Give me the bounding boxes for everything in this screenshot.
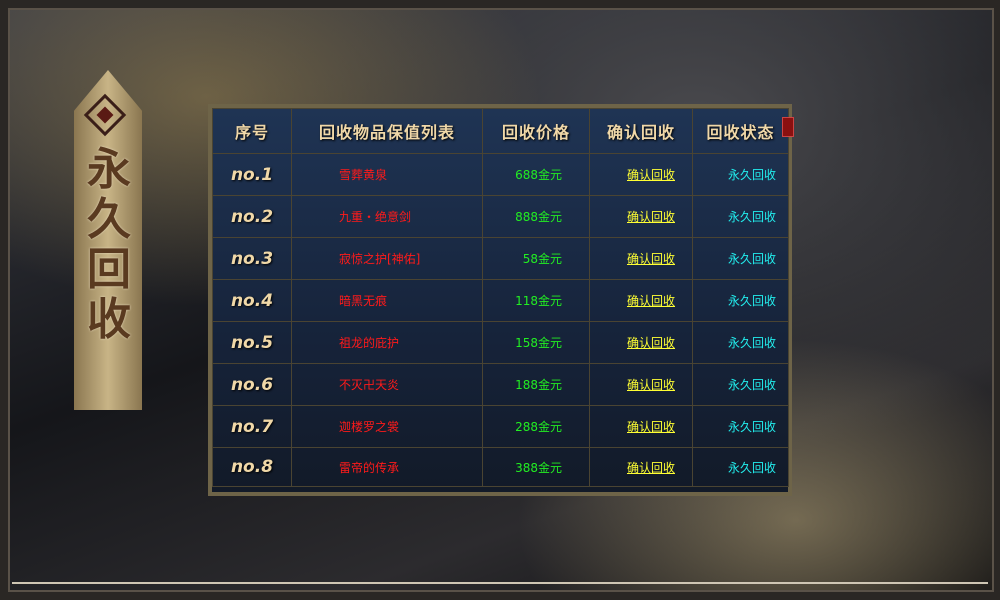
item-price: 118金元	[482, 279, 590, 322]
item-price: 888金元	[482, 195, 590, 238]
item-name: 雷帝的传承	[291, 447, 483, 487]
row-index: no.4	[212, 279, 292, 322]
header-price: 回收价格	[482, 108, 590, 154]
confirm-cell: 确认回收	[589, 237, 693, 280]
item-price: 388金元	[482, 447, 590, 487]
row-index: no.2	[212, 195, 292, 238]
item-price: 58金元	[482, 237, 590, 280]
table-header: 序号 回收物品保值列表 回收价格 确认回收 回收状态	[212, 108, 789, 154]
confirm-recycle-link[interactable]: 确认回收	[626, 252, 675, 266]
table-row: no.4 暗黑无痕 118金元 确认回收 永久回收	[212, 279, 789, 322]
header-index: 序号	[212, 108, 292, 154]
recycle-status: 永久回收	[692, 447, 789, 487]
table-row: no.2 九重・绝意剑 888金元 确认回收 永久回收	[212, 195, 789, 238]
confirm-recycle-link[interactable]: 确认回收	[626, 210, 675, 224]
table-row: no.8 雷帝的传承 388金元 确认回收 永久回收	[212, 447, 789, 487]
recycle-status: 永久回收	[692, 321, 789, 364]
recycle-status: 永久回收	[692, 279, 789, 322]
recycle-status: 永久回收	[692, 405, 789, 448]
confirm-cell: 确认回收	[589, 447, 693, 487]
header-confirm: 确认回收	[589, 108, 693, 154]
row-index: no.1	[212, 153, 292, 196]
recycle-status: 永久回收	[692, 363, 789, 406]
confirm-recycle-link[interactable]: 确认回收	[626, 420, 675, 434]
banner-title: 永久回收	[87, 144, 131, 345]
item-price: 288金元	[482, 405, 590, 448]
confirm-recycle-link[interactable]: 确认回收	[626, 168, 675, 182]
confirm-cell: 确认回收	[589, 279, 693, 322]
table-row: no.5 祖龙的庇护 158金元 确认回收 永久回收	[212, 321, 789, 364]
item-name: 祖龙的庇护	[291, 321, 483, 364]
recycle-status: 永久回收	[692, 195, 789, 238]
item-name: 暗黑无痕	[291, 279, 483, 322]
row-index: no.5	[212, 321, 292, 364]
table-row: no.3 寂惊之护[神佑] 58金元 确认回收 永久回收	[212, 237, 789, 280]
confirm-cell: 确认回收	[589, 321, 693, 364]
item-price: 188金元	[482, 363, 590, 406]
recycle-table-panel: 序号 回收物品保值列表 回收价格 确认回收 回收状态 no.1 雪葬黄泉 688…	[208, 104, 792, 496]
item-name: 九重・绝意剑	[291, 195, 483, 238]
confirm-recycle-link[interactable]: 确认回收	[626, 378, 675, 392]
header-item: 回收物品保值列表	[291, 108, 483, 154]
item-name: 不灭卍天炎	[291, 363, 483, 406]
close-button[interactable]	[782, 117, 794, 137]
row-index: no.3	[212, 237, 292, 280]
item-name: 雪葬黄泉	[291, 153, 483, 196]
confirm-cell: 确认回收	[589, 195, 693, 238]
row-index: no.7	[212, 405, 292, 448]
confirm-recycle-link[interactable]: 确认回收	[626, 294, 675, 308]
table-row: no.7 迦楼罗之裳 288金元 确认回收 永久回收	[212, 405, 789, 448]
row-index: no.8	[212, 447, 292, 487]
recycle-status: 永久回收	[692, 237, 789, 280]
item-price: 158金元	[482, 321, 590, 364]
item-price: 688金元	[482, 153, 590, 196]
row-index: no.6	[212, 363, 292, 406]
confirm-cell: 确认回收	[589, 363, 693, 406]
table-row: no.6 不灭卍天炎 188金元 确认回收 永久回收	[212, 363, 789, 406]
confirm-recycle-link[interactable]: 确认回收	[626, 336, 675, 350]
header-status: 回收状态	[692, 108, 789, 154]
confirm-cell: 确认回收	[589, 405, 693, 448]
recycle-status: 永久回收	[692, 153, 789, 196]
confirm-cell: 确认回收	[589, 153, 693, 196]
confirm-recycle-link[interactable]: 确认回收	[626, 460, 675, 475]
table-row: no.1 雪葬黄泉 688金元 确认回收 永久回收	[212, 153, 789, 196]
divider	[12, 582, 988, 584]
item-name: 寂惊之护[神佑]	[291, 237, 483, 280]
recycle-table: 序号 回收物品保值列表 回收价格 确认回收 回收状态 no.1 雪葬黄泉 688…	[212, 108, 789, 487]
item-name: 迦楼罗之裳	[291, 405, 483, 448]
